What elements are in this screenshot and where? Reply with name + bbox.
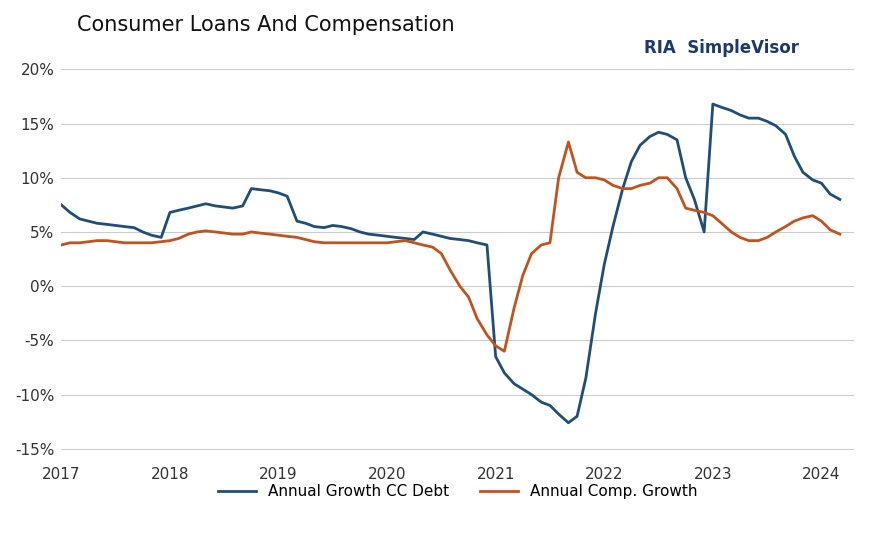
- Text: Consumer Loans And Compensation: Consumer Loans And Compensation: [77, 15, 454, 35]
- Text: RIA  SimpleVisor: RIA SimpleVisor: [645, 39, 799, 57]
- Legend: Annual Growth CC Debt, Annual Comp. Growth: Annual Growth CC Debt, Annual Comp. Grow…: [211, 478, 704, 505]
